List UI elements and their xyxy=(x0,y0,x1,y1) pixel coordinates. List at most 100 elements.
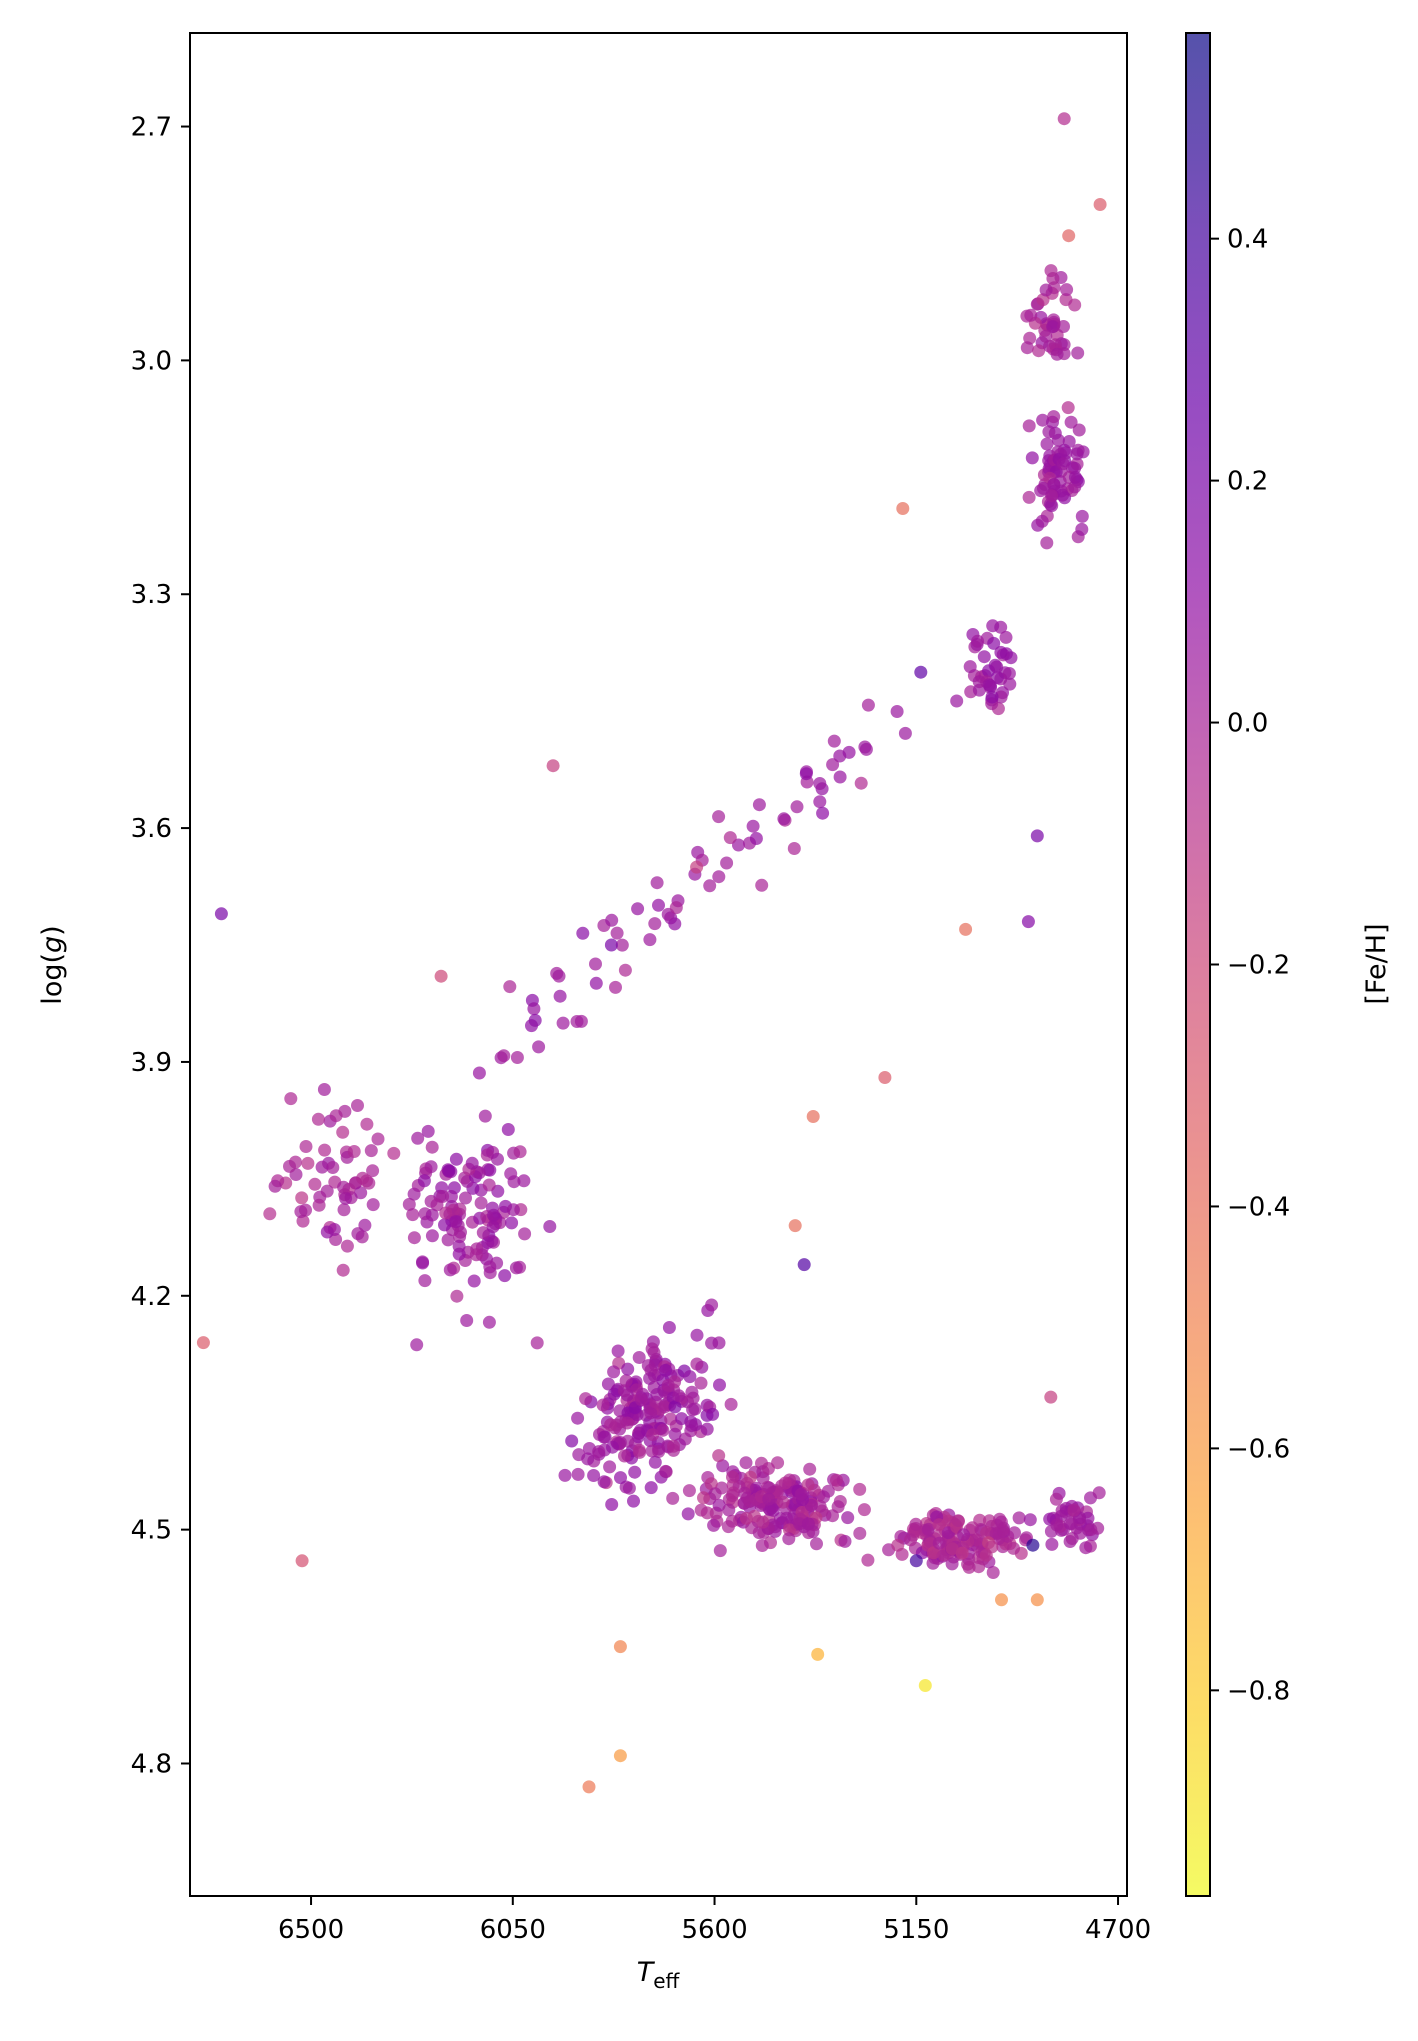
data-point xyxy=(571,1467,585,1481)
data-point xyxy=(858,740,872,754)
data-point xyxy=(794,1487,808,1501)
data-point xyxy=(690,1328,704,1342)
data-point xyxy=(1049,1492,1063,1506)
data-point xyxy=(467,1274,481,1288)
data-point xyxy=(668,1427,682,1441)
data-point xyxy=(713,1544,727,1558)
data-point xyxy=(449,1215,463,1229)
data-point xyxy=(972,1560,986,1574)
data-point xyxy=(474,1196,488,1210)
data-point xyxy=(799,767,813,781)
data-point xyxy=(476,1226,490,1240)
data-point xyxy=(724,1397,738,1411)
data-point xyxy=(989,1527,1003,1541)
data-point xyxy=(801,1478,815,1492)
x-tick-label: 5600 xyxy=(681,1915,747,1945)
data-point xyxy=(505,1216,519,1230)
data-point xyxy=(601,1377,615,1391)
data-point xyxy=(621,1434,635,1448)
data-point xyxy=(681,1507,695,1521)
data-point xyxy=(336,1263,350,1277)
data-point xyxy=(752,798,766,812)
data-point xyxy=(442,1164,456,1178)
data-point xyxy=(1060,283,1074,297)
data-point xyxy=(838,1534,852,1548)
y-axis-label: log(g) xyxy=(37,925,68,1004)
data-point xyxy=(418,1274,432,1288)
data-point xyxy=(453,1230,467,1244)
data-point xyxy=(498,1269,512,1283)
data-point xyxy=(592,1445,606,1459)
data-point xyxy=(995,1593,1008,1607)
data-point xyxy=(1068,298,1082,312)
data-point xyxy=(406,1208,420,1222)
data-point xyxy=(712,1336,726,1350)
data-point xyxy=(659,1363,673,1377)
x-axis-label: Teff xyxy=(637,1957,681,1993)
data-point xyxy=(685,1419,699,1433)
data-point xyxy=(371,1132,385,1146)
data-point xyxy=(652,898,665,912)
data-point xyxy=(1040,536,1054,550)
data-point xyxy=(1093,198,1107,211)
data-point xyxy=(797,1258,811,1272)
data-point xyxy=(720,856,734,870)
data-point xyxy=(469,1248,483,1262)
data-point xyxy=(1062,435,1076,448)
data-point xyxy=(411,1131,425,1145)
data-point xyxy=(712,810,726,824)
data-point xyxy=(607,1387,621,1401)
data-point xyxy=(951,1514,965,1528)
data-point xyxy=(605,1498,619,1511)
data-point xyxy=(945,1542,959,1556)
data-point xyxy=(543,1220,557,1233)
data-point xyxy=(738,1486,752,1500)
data-point xyxy=(861,698,875,712)
data-point xyxy=(1068,480,1082,494)
data-point xyxy=(407,1187,421,1201)
data-point xyxy=(570,1015,584,1028)
data-point xyxy=(927,1546,940,1560)
data-point xyxy=(615,938,629,952)
data-point xyxy=(301,1156,315,1170)
data-point xyxy=(648,917,662,931)
data-point xyxy=(421,1124,435,1138)
data-point xyxy=(1048,338,1062,352)
y-tick-label: 3.9 xyxy=(131,1048,172,1078)
data-point xyxy=(425,1140,439,1154)
data-point xyxy=(1079,1541,1093,1555)
data-point xyxy=(712,870,726,884)
data-point xyxy=(452,1239,466,1253)
data-point xyxy=(918,1679,932,1692)
data-point xyxy=(1022,490,1036,504)
data-point xyxy=(686,1403,700,1417)
data-point xyxy=(793,1517,806,1531)
data-point xyxy=(336,1125,350,1139)
data-point xyxy=(1007,1541,1020,1555)
data-point xyxy=(756,1515,770,1529)
data-point xyxy=(487,1208,501,1222)
data-point xyxy=(853,1482,867,1496)
colorbar-ticks: 0.4 0.2 0.0 −0.2 −0.4 −0.6 −0.8 xyxy=(1210,225,1290,1706)
y-axis: 2.7 3.0 3.3 3.6 3.9 4.2 4.5 4.8 xyxy=(131,113,190,1779)
data-point xyxy=(1026,1538,1040,1552)
data-point xyxy=(945,1557,959,1571)
data-point xyxy=(1050,347,1064,361)
data-point xyxy=(955,1546,969,1560)
data-point xyxy=(646,1428,660,1442)
data-point xyxy=(1025,451,1039,465)
plot-frame xyxy=(189,32,1128,1897)
data-point xyxy=(556,1016,570,1030)
data-point xyxy=(761,1462,775,1475)
y-tick-label: 3.6 xyxy=(131,814,172,844)
data-point xyxy=(214,907,228,921)
data-point xyxy=(1062,229,1076,243)
data-point xyxy=(509,1261,523,1275)
data-point xyxy=(969,1533,983,1547)
data-point xyxy=(722,1503,736,1517)
data-point xyxy=(831,1500,845,1514)
data-point xyxy=(354,1186,368,1200)
y-tick-label: 4.8 xyxy=(131,1749,172,1779)
data-point xyxy=(778,1476,792,1490)
